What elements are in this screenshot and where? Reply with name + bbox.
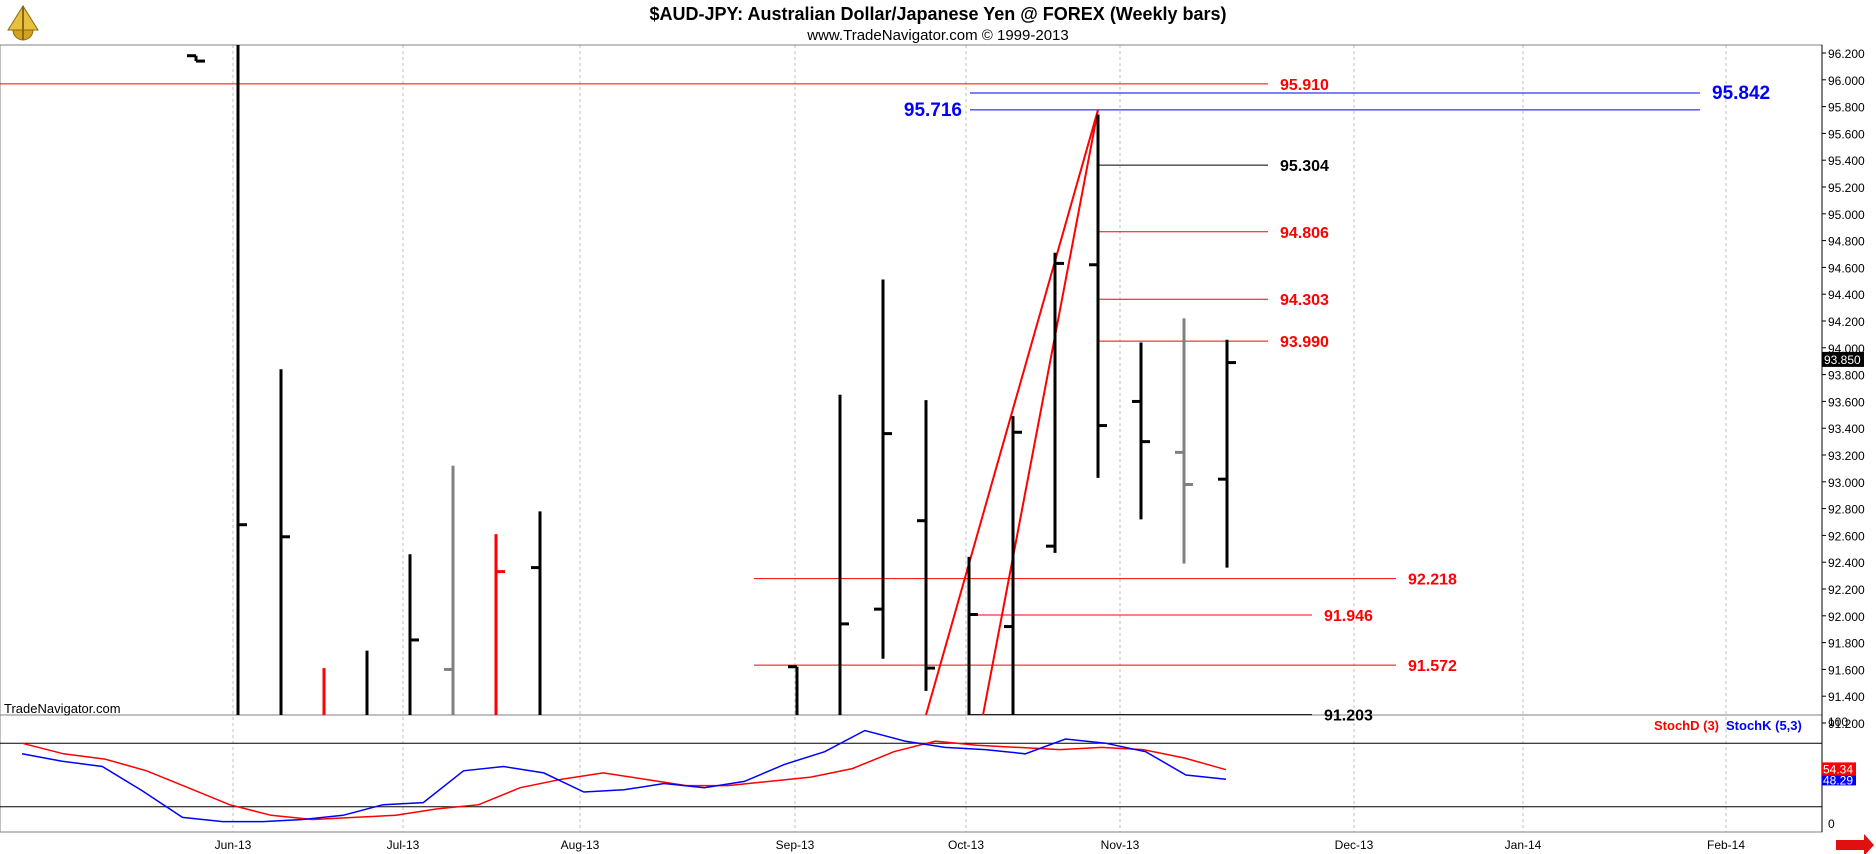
y-tick-label: 92.600	[1828, 529, 1865, 543]
trend-lines	[925, 109, 1099, 716]
stochk-last-value: 48.29	[1823, 773, 1853, 787]
y-tick-label: 96.200	[1828, 47, 1865, 61]
stochk-line	[21, 729, 1227, 823]
scroll-right-arrow-icon[interactable]	[1836, 834, 1874, 854]
y-tick-label: 94.600	[1828, 261, 1865, 275]
chart-subtitle: www.TradeNavigator.com © 1999-2013	[806, 27, 1068, 44]
x-tick-label: Jan-14	[1505, 838, 1542, 852]
x-tick-label: Dec-13	[1335, 838, 1374, 852]
x-tick-label: Nov-13	[1101, 838, 1140, 852]
y-tick-label: 91.200	[1828, 717, 1865, 731]
x-tick-label: Feb-14	[1707, 838, 1745, 852]
trend-line	[925, 109, 1099, 716]
y-tick-label: 95.400	[1828, 154, 1865, 168]
y-tick-label: 93.600	[1828, 395, 1865, 409]
y-tick-label: 92.000	[1828, 610, 1865, 624]
stochd-last-value: 54.34	[1823, 762, 1853, 776]
y-tick-label: 95.000	[1828, 208, 1865, 222]
price-bars	[187, 45, 1236, 715]
watermark-text: TradeNavigator.com	[4, 701, 121, 716]
level-label: 95.716	[904, 100, 962, 121]
stochastic-panel-frame	[0, 714, 1823, 833]
level-label: 94.806	[1280, 225, 1329, 242]
y-tick-label: 94.400	[1828, 288, 1865, 302]
level-label: 91.946	[1324, 608, 1373, 625]
grid-lines	[232, 45, 1727, 832]
level-label: 91.572	[1408, 658, 1457, 675]
y-tick-label: 95.600	[1828, 127, 1865, 141]
y-tick-label: 91.800	[1828, 637, 1865, 651]
x-axis-labels: Jun-13 Jul-13 Aug-13 Sep-13 Oct-13 Nov-13 Dec-…	[215, 838, 1746, 852]
y-tick-label: 95.200	[1828, 181, 1865, 195]
y-tick-label: 91.600	[1828, 663, 1865, 677]
x-tick-label: Jun-13	[215, 838, 252, 852]
y-tick-label: 96.000	[1828, 74, 1865, 88]
y-tick-label: 94.200	[1828, 315, 1865, 329]
level-label: 94.303	[1280, 292, 1329, 309]
y-tick-label: 92.800	[1828, 503, 1865, 517]
level-label: 95.304	[1280, 158, 1329, 175]
last-price-box	[1822, 351, 1864, 367]
y-tick-label: 93.200	[1828, 449, 1865, 463]
legend-stochd: StochD (3)	[1654, 718, 1719, 733]
y-tick-label: 92.400	[1828, 556, 1865, 570]
stochk-last-box	[1822, 775, 1856, 786]
chart-title: $AUD-JPY: Australian Dollar/Japanese Yen…	[649, 4, 1226, 24]
y-tick-label: 92.200	[1828, 583, 1865, 597]
y-tick-label: 95.800	[1828, 101, 1865, 115]
level-label: 91.203	[1324, 708, 1373, 725]
price-panel-frame	[0, 44, 1823, 716]
x-tick-label: Aug-13	[561, 838, 600, 852]
stoch-y-tick: 0	[1828, 817, 1835, 831]
level-label: 93.990	[1280, 334, 1329, 351]
y-tick-label: 93.800	[1828, 369, 1865, 383]
fib-level-lines: 95.910 95.842 95.716 95.304 94.806 94.303 93.9…	[0, 77, 1770, 725]
stoch-y-tick: 100	[1828, 715, 1848, 729]
level-label: 95.910	[1280, 77, 1329, 94]
stochd-line	[21, 740, 1227, 821]
stochd-last-box	[1822, 762, 1856, 776]
x-tick-label: Jul-13	[387, 838, 420, 852]
x-tick-label: Sep-13	[776, 838, 815, 852]
level-label: 92.218	[1408, 572, 1457, 589]
last-price-label: 93.850	[1824, 353, 1861, 367]
trend-line	[982, 109, 1099, 716]
axes	[0, 44, 1826, 833]
y-tick-label: 94.800	[1828, 235, 1865, 249]
legend-stochk: StochK (5,3)	[1726, 718, 1802, 733]
y-axis-labels: 96.200 96.000 95.800 95.600 95.400 95.200 95.0…	[1822, 47, 1865, 731]
y-tick-label: 93.000	[1828, 476, 1865, 490]
level-label: 95.842	[1712, 83, 1770, 104]
x-tick-label: Oct-13	[948, 838, 984, 852]
logo-icon	[7, 5, 39, 41]
y-tick-label: 93.400	[1828, 422, 1865, 436]
y-tick-label: 91.400	[1828, 690, 1865, 704]
